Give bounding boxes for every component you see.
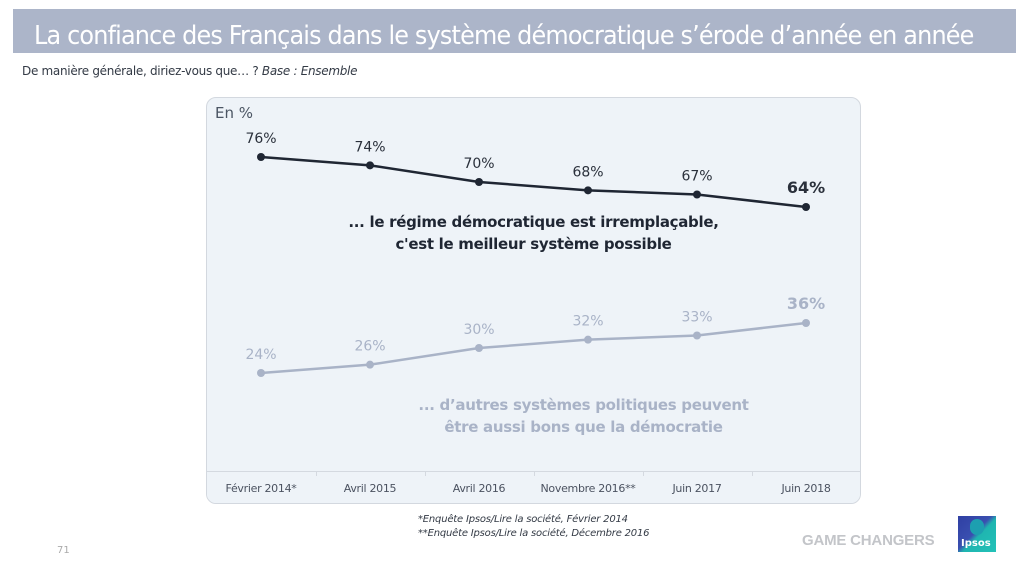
slide-title: La confiance des Français dans le systèm… (34, 21, 974, 51)
x-axis: Février 2014* Avril 2015 Avril 2016 Novembr… (207, 471, 860, 503)
chart-panel: En % 76% 74% 70% 68% 67% 64% 24% 26% 30% 32% 33% 36… (206, 97, 861, 504)
data-point (693, 190, 701, 199)
data-point (257, 153, 265, 161)
caption-line: ... le régime démocratique est irremplaç… (348, 213, 719, 231)
data-label: 33% (681, 310, 712, 326)
data-label: 74% (354, 139, 385, 155)
data-point (693, 331, 701, 340)
caption-line: ... d’autres systèmes politiques peuvent (418, 396, 749, 414)
data-point (475, 344, 483, 352)
data-point (257, 369, 265, 377)
data-label: 26% (354, 339, 385, 355)
x-tick-label: Février 2014* (225, 482, 297, 495)
x-tick-mark (642, 472, 644, 476)
data-point (802, 319, 810, 327)
data-point (584, 335, 592, 344)
data-label: 76% (245, 131, 276, 147)
series-caption-light: ... d’autres systèmes politiques peuvent… (357, 394, 810, 438)
data-label: 24% (245, 347, 276, 363)
caption-line: être aussi bons que la démocratie (444, 418, 723, 436)
x-tick-mark (751, 472, 753, 476)
logo-mark-icon (970, 519, 984, 535)
data-point (475, 178, 483, 186)
x-tick-label: Avril 2016 (452, 482, 506, 495)
x-tick-label: Juin 2018 (781, 482, 831, 495)
data-label: 70% (463, 156, 494, 172)
page-number: 71 (57, 545, 70, 556)
footnotes: *Enquête Ipsos/Lire la société, Février … (418, 513, 650, 541)
question-text: De manière générale, diriez-vous que… ? (22, 64, 262, 78)
x-tick-mark (424, 472, 426, 476)
data-label: 68% (572, 164, 603, 180)
brand-tagline: GAME CHANGERS (802, 532, 935, 549)
data-point (584, 186, 592, 195)
x-tick-mark (315, 472, 317, 476)
x-tick-mark (533, 472, 535, 476)
caption-line: c'est le meilleur système possible (395, 235, 672, 253)
data-point (366, 161, 374, 170)
x-tick-label: Novembre 2016** (540, 482, 636, 495)
line-chart: 76% 74% 70% 68% 67% 64% 24% 26% 30% 32% 33% 36% (245, 131, 825, 377)
question-subtitle: De manière générale, diriez-vous que… ? … (22, 64, 357, 78)
data-label: 64% (787, 178, 825, 197)
ipsos-logo: Ipsos (958, 516, 996, 552)
x-tick-label: Avril 2015 (343, 482, 397, 495)
footnote: *Enquête Ipsos/Lire la société, Février … (418, 514, 628, 525)
data-label: 67% (681, 169, 712, 185)
data-label: 30% (463, 322, 494, 338)
base-text: Base : Ensemble (261, 64, 358, 78)
title-bar: La confiance des Français dans le systèm… (13, 9, 1016, 53)
footnote: **Enquête Ipsos/Lire la société, Décembr… (418, 528, 650, 539)
data-label: 32% (572, 314, 603, 330)
unit-label: En % (215, 104, 254, 122)
series-caption-dark: ... le régime démocratique est irremplaç… (307, 211, 760, 255)
data-label: 36% (787, 294, 825, 313)
series-line (260, 155, 807, 209)
data-point (366, 360, 374, 369)
logo-text: Ipsos (961, 538, 991, 549)
x-tick-label: Juin 2017 (672, 482, 722, 495)
series-line (260, 321, 807, 375)
data-point (802, 203, 810, 211)
